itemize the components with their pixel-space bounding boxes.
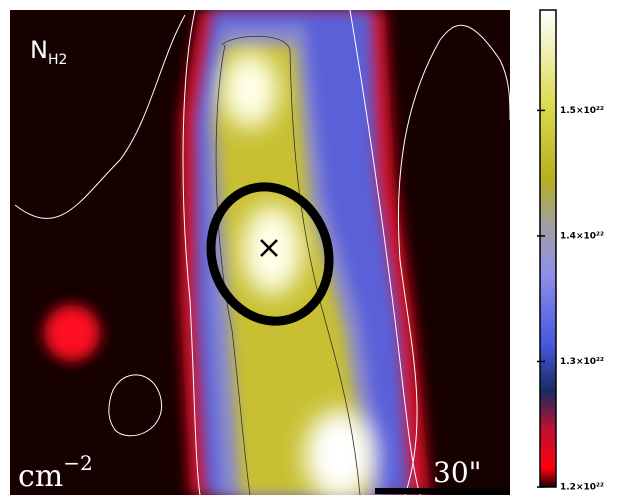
- colorbar: [539, 9, 557, 488]
- colorbar-tick-label: 1.4×10²²: [560, 231, 604, 241]
- map: [10, 10, 510, 495]
- label-subscript: H2: [48, 52, 67, 68]
- colorbar-tick-label: 1.3×10²²: [560, 357, 604, 367]
- unit-superscript: −2: [63, 451, 92, 475]
- label-main: N: [30, 36, 48, 64]
- unit-label: cm−2: [18, 451, 93, 494]
- unit-main: cm: [18, 459, 63, 494]
- scale-bar-label: 30": [433, 456, 482, 489]
- map-label: NH2: [30, 36, 67, 68]
- colorbar-axis: 1.2×10²² 1.3×10²² 1.4×10²² 1.5×10²²: [537, 106, 604, 493]
- colorbar-tick-label: 1.2×10²²: [560, 483, 604, 493]
- colorbar-tick-label: 1.5×10²²: [560, 106, 604, 116]
